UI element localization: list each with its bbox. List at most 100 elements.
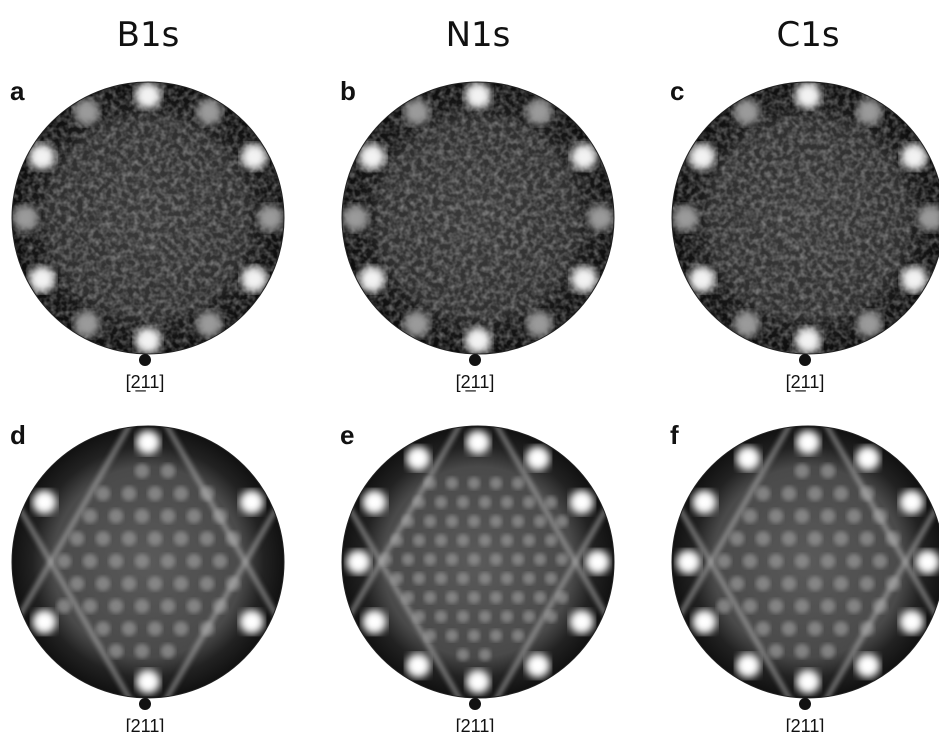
lattice-spot — [479, 648, 491, 660]
lattice-spot — [57, 599, 72, 614]
lattice-spot — [743, 599, 758, 614]
lattice-spot — [148, 531, 163, 546]
lattice-spot — [512, 591, 524, 603]
pattern-grain — [342, 82, 614, 354]
rim-spot — [856, 311, 882, 337]
lattice-spot — [834, 531, 849, 546]
rim-spot — [526, 654, 550, 678]
lattice-spot — [556, 515, 568, 527]
lattice-spot — [730, 531, 745, 546]
lattice-spot — [413, 534, 425, 546]
lattice-spot — [490, 591, 502, 603]
direction-label: [2̲11] — [786, 372, 825, 393]
direction-dot — [799, 698, 811, 710]
lattice-spot — [808, 531, 823, 546]
lattice-spot — [446, 591, 458, 603]
lattice-spot — [534, 515, 546, 527]
lattice-spot — [479, 572, 491, 584]
lattice-spot — [490, 515, 502, 527]
rim-spot — [676, 550, 700, 574]
lattice-spot — [523, 496, 535, 508]
lattice-spot — [187, 599, 202, 614]
lattice-spot — [479, 496, 491, 508]
page: {"columns": ["B1s", "N1s", "C1s"], "pane… — [0, 0, 939, 732]
lattice-spot — [435, 496, 447, 508]
rim-spot — [32, 490, 56, 514]
lattice-spot — [479, 610, 491, 622]
lattice-spot — [501, 534, 513, 546]
rim-spot — [406, 654, 430, 678]
rim-spot — [32, 610, 56, 634]
panel-label: a — [10, 76, 25, 106]
lattice-spot — [109, 509, 124, 524]
rim-spot — [526, 99, 552, 125]
direction-label: [2̲11] — [786, 716, 825, 732]
rim-spot — [359, 266, 385, 292]
figure: B1sN1sC1sa[2̲11]b[2̲11]c[2̲11]d[2̲11]e[2… — [0, 0, 939, 732]
lattice-spot — [808, 621, 823, 636]
lattice-spot — [70, 576, 85, 591]
lattice-spot — [135, 599, 150, 614]
lattice-spot — [446, 629, 458, 641]
rim-spot — [404, 99, 430, 125]
lattice-spot — [479, 534, 491, 546]
lattice-spot — [402, 553, 414, 565]
rim-spot — [240, 610, 264, 634]
rim-spot — [29, 144, 55, 170]
lattice-spot — [795, 554, 810, 569]
lattice-spot — [424, 553, 436, 565]
rim-spot — [856, 446, 880, 470]
lattice-spot — [545, 496, 557, 508]
lattice-spot — [468, 591, 480, 603]
direction-label: [2̲11] — [126, 372, 165, 393]
lattice-spot — [457, 572, 469, 584]
rim-spot — [901, 266, 927, 292]
direction-dot — [139, 354, 151, 366]
column-header: B1s — [117, 15, 180, 55]
rim-spot — [526, 311, 552, 337]
lattice-spot — [808, 576, 823, 591]
lattice-spot — [457, 610, 469, 622]
rim-spot — [734, 99, 760, 125]
lattice-spot — [795, 599, 810, 614]
panel-label: b — [340, 76, 356, 106]
pattern-panel — [672, 82, 939, 354]
lattice-spot — [556, 553, 568, 565]
lattice-spot — [122, 531, 137, 546]
lattice-spot — [756, 621, 771, 636]
lattice-spot — [161, 599, 176, 614]
lattice-spot — [174, 621, 189, 636]
lattice-spot — [122, 576, 137, 591]
rim-spot — [736, 446, 760, 470]
rim-spot — [362, 490, 386, 514]
rim-spot — [241, 144, 267, 170]
rim-spot — [362, 610, 386, 634]
lattice-spot — [808, 486, 823, 501]
lattice-spot — [148, 621, 163, 636]
lattice-spot — [834, 621, 849, 636]
lattice-spot — [545, 534, 557, 546]
rim-spot — [734, 311, 760, 337]
rim-spot — [673, 205, 699, 231]
lattice-spot — [523, 534, 535, 546]
rim-spot — [856, 654, 880, 678]
rim-spot — [196, 311, 222, 337]
rim-spot — [74, 99, 100, 125]
direction-dot — [139, 698, 151, 710]
lattice-spot — [523, 572, 535, 584]
lattice-spot — [83, 554, 98, 569]
pattern-panel — [337, 402, 619, 722]
lattice-spot — [743, 509, 758, 524]
lattice-spot — [96, 486, 111, 501]
lattice-spot — [873, 554, 888, 569]
lattice-spot — [847, 599, 862, 614]
lattice-spot — [545, 572, 557, 584]
rim-spot — [736, 654, 760, 678]
lattice-spot — [769, 554, 784, 569]
lattice-spot — [860, 531, 875, 546]
rim-spot — [586, 550, 610, 574]
lattice-spot — [109, 554, 124, 569]
lattice-spot — [446, 515, 458, 527]
rim-spot — [465, 327, 491, 353]
rim-spot — [795, 83, 821, 109]
